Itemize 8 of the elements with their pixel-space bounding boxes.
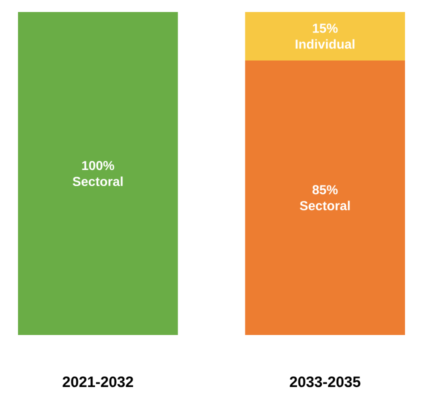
text: Sectoral xyxy=(72,176,123,186)
x-tick-label: 2033-2035 xyxy=(290,376,360,388)
data-label: 15% xyxy=(312,24,338,33)
x-tick-label: 2021-2032 xyxy=(62,376,134,388)
data-label: 85% xyxy=(312,185,338,194)
data-label: 100% xyxy=(82,160,114,170)
series-label: Individual xyxy=(296,39,354,49)
series-label: Sectoral xyxy=(300,200,350,210)
